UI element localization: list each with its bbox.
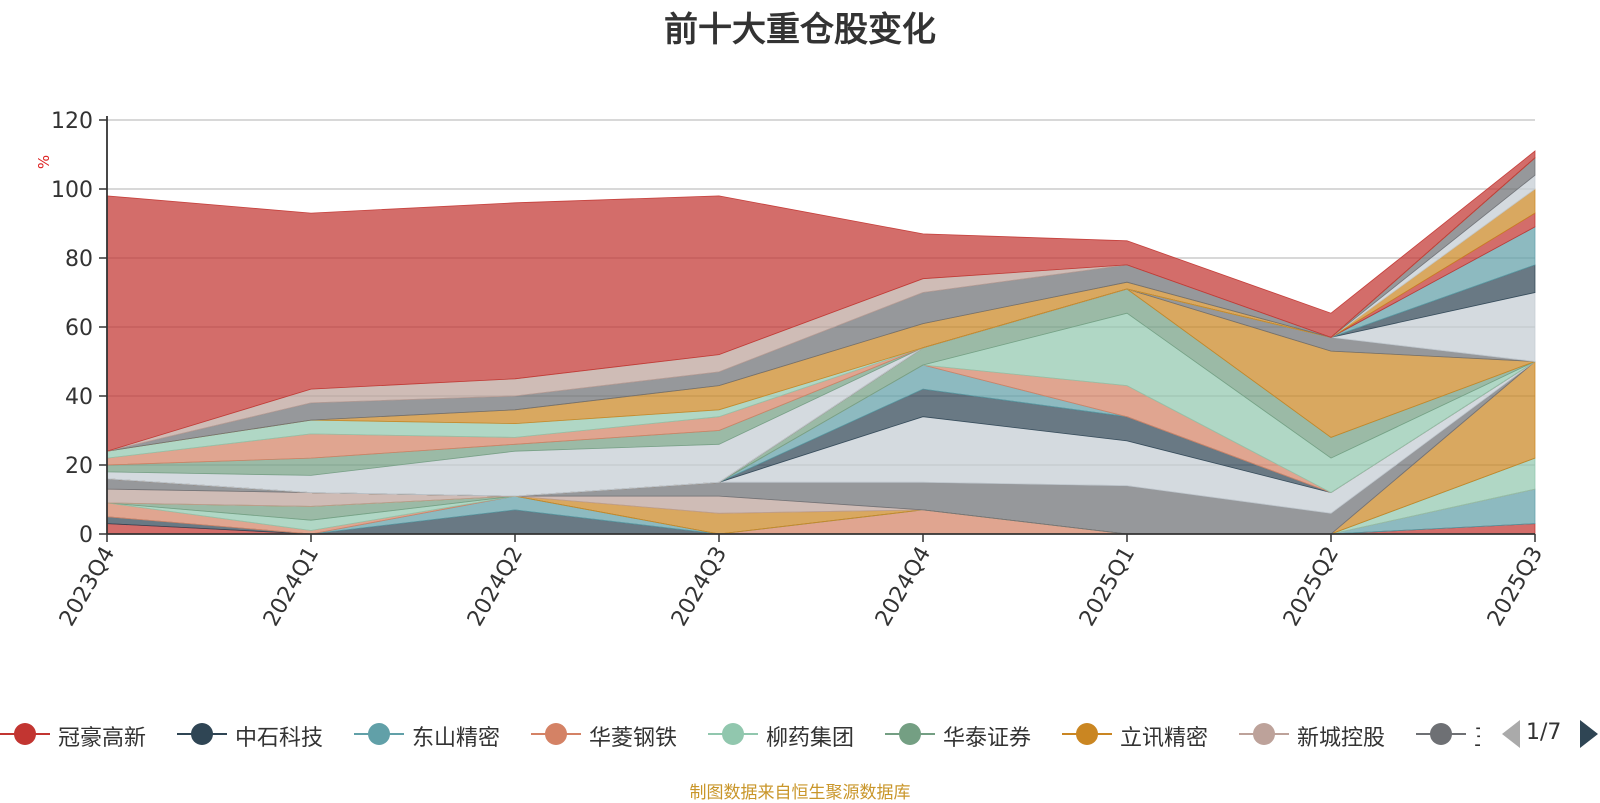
series-areas <box>106 150 1536 535</box>
legend-item[interactable]: 柳药集团 <box>708 716 880 752</box>
legend-dot-icon <box>722 723 744 745</box>
y-tick-label: 20 <box>65 454 93 479</box>
legend-label: 华泰证券 <box>943 726 1032 751</box>
x-tick-label: 2024Q1 <box>259 543 324 631</box>
y-tick-label: 120 <box>51 109 93 134</box>
pager-indicator: 1/7 <box>1526 720 1562 745</box>
legend-item[interactable]: 中石科技 <box>177 716 349 752</box>
legend-dot-icon <box>14 723 36 745</box>
legend-item[interactable]: 冠豪高新 <box>0 716 172 752</box>
y-tick-label: 100 <box>51 178 93 203</box>
legend-label: 东山精密 <box>412 726 501 751</box>
x-tick-label: 2024Q2 <box>463 543 528 631</box>
legend-item[interactable]: 东山精密 <box>354 716 526 752</box>
legend-dot-icon <box>899 723 921 745</box>
pager-prev-icon[interactable] <box>1502 720 1520 748</box>
legend-item[interactable]: 立讯精密 <box>1062 716 1234 752</box>
legend-dot-icon <box>1253 723 1275 745</box>
legend: 冠豪高新 中石科技 东山精密 华菱钢铁 柳药集团 华泰证券 立讯精密 新城控股 王 <box>0 716 1480 752</box>
legend-pager: 1/7 <box>1498 716 1600 752</box>
source-note: 制图数据来自恒生聚源数据库 <box>689 783 911 803</box>
series-area <box>106 150 1536 452</box>
pager-next-icon[interactable] <box>1580 720 1598 748</box>
legend-label: 新城控股 <box>1297 726 1386 751</box>
legend-item[interactable]: 王 <box>1416 716 1480 752</box>
y-tick-label: 40 <box>65 385 93 410</box>
legend-dot-icon <box>545 723 567 745</box>
y-tick-label: 0 <box>79 523 93 548</box>
x-tick-label: 2024Q3 <box>667 543 732 631</box>
y-axis-unit-label: % <box>35 155 53 169</box>
legend-dot-icon <box>1076 723 1098 745</box>
legend-item[interactable]: 华菱钢铁 <box>531 716 703 752</box>
legend-label: 柳药集团 <box>766 726 855 751</box>
legend-label: 中石科技 <box>235 726 324 751</box>
x-tick-label: 2025Q2 <box>1279 543 1344 631</box>
legend-item[interactable]: 华泰证券 <box>885 716 1057 752</box>
chart-title: 前十大重仓股变化 <box>664 10 936 50</box>
y-tick-label: 80 <box>65 247 93 272</box>
x-tick-label: 2025Q3 <box>1483 543 1548 631</box>
x-tick-label: 2024Q4 <box>871 543 936 631</box>
legend-label: 王 <box>1474 720 1480 752</box>
legend-label: 冠豪高新 <box>58 726 147 751</box>
legend-dot-icon <box>368 723 390 745</box>
x-tick-label: 2025Q1 <box>1075 543 1140 631</box>
legend-label: 华菱钢铁 <box>589 726 678 751</box>
legend-dot-icon <box>191 723 213 745</box>
legend-label: 立讯精密 <box>1120 726 1209 751</box>
y-tick-label: 60 <box>65 316 93 341</box>
x-tick-label: 2023Q4 <box>55 543 120 631</box>
legend-dot-icon <box>1430 723 1452 745</box>
legend-item[interactable]: 新城控股 <box>1239 716 1411 752</box>
